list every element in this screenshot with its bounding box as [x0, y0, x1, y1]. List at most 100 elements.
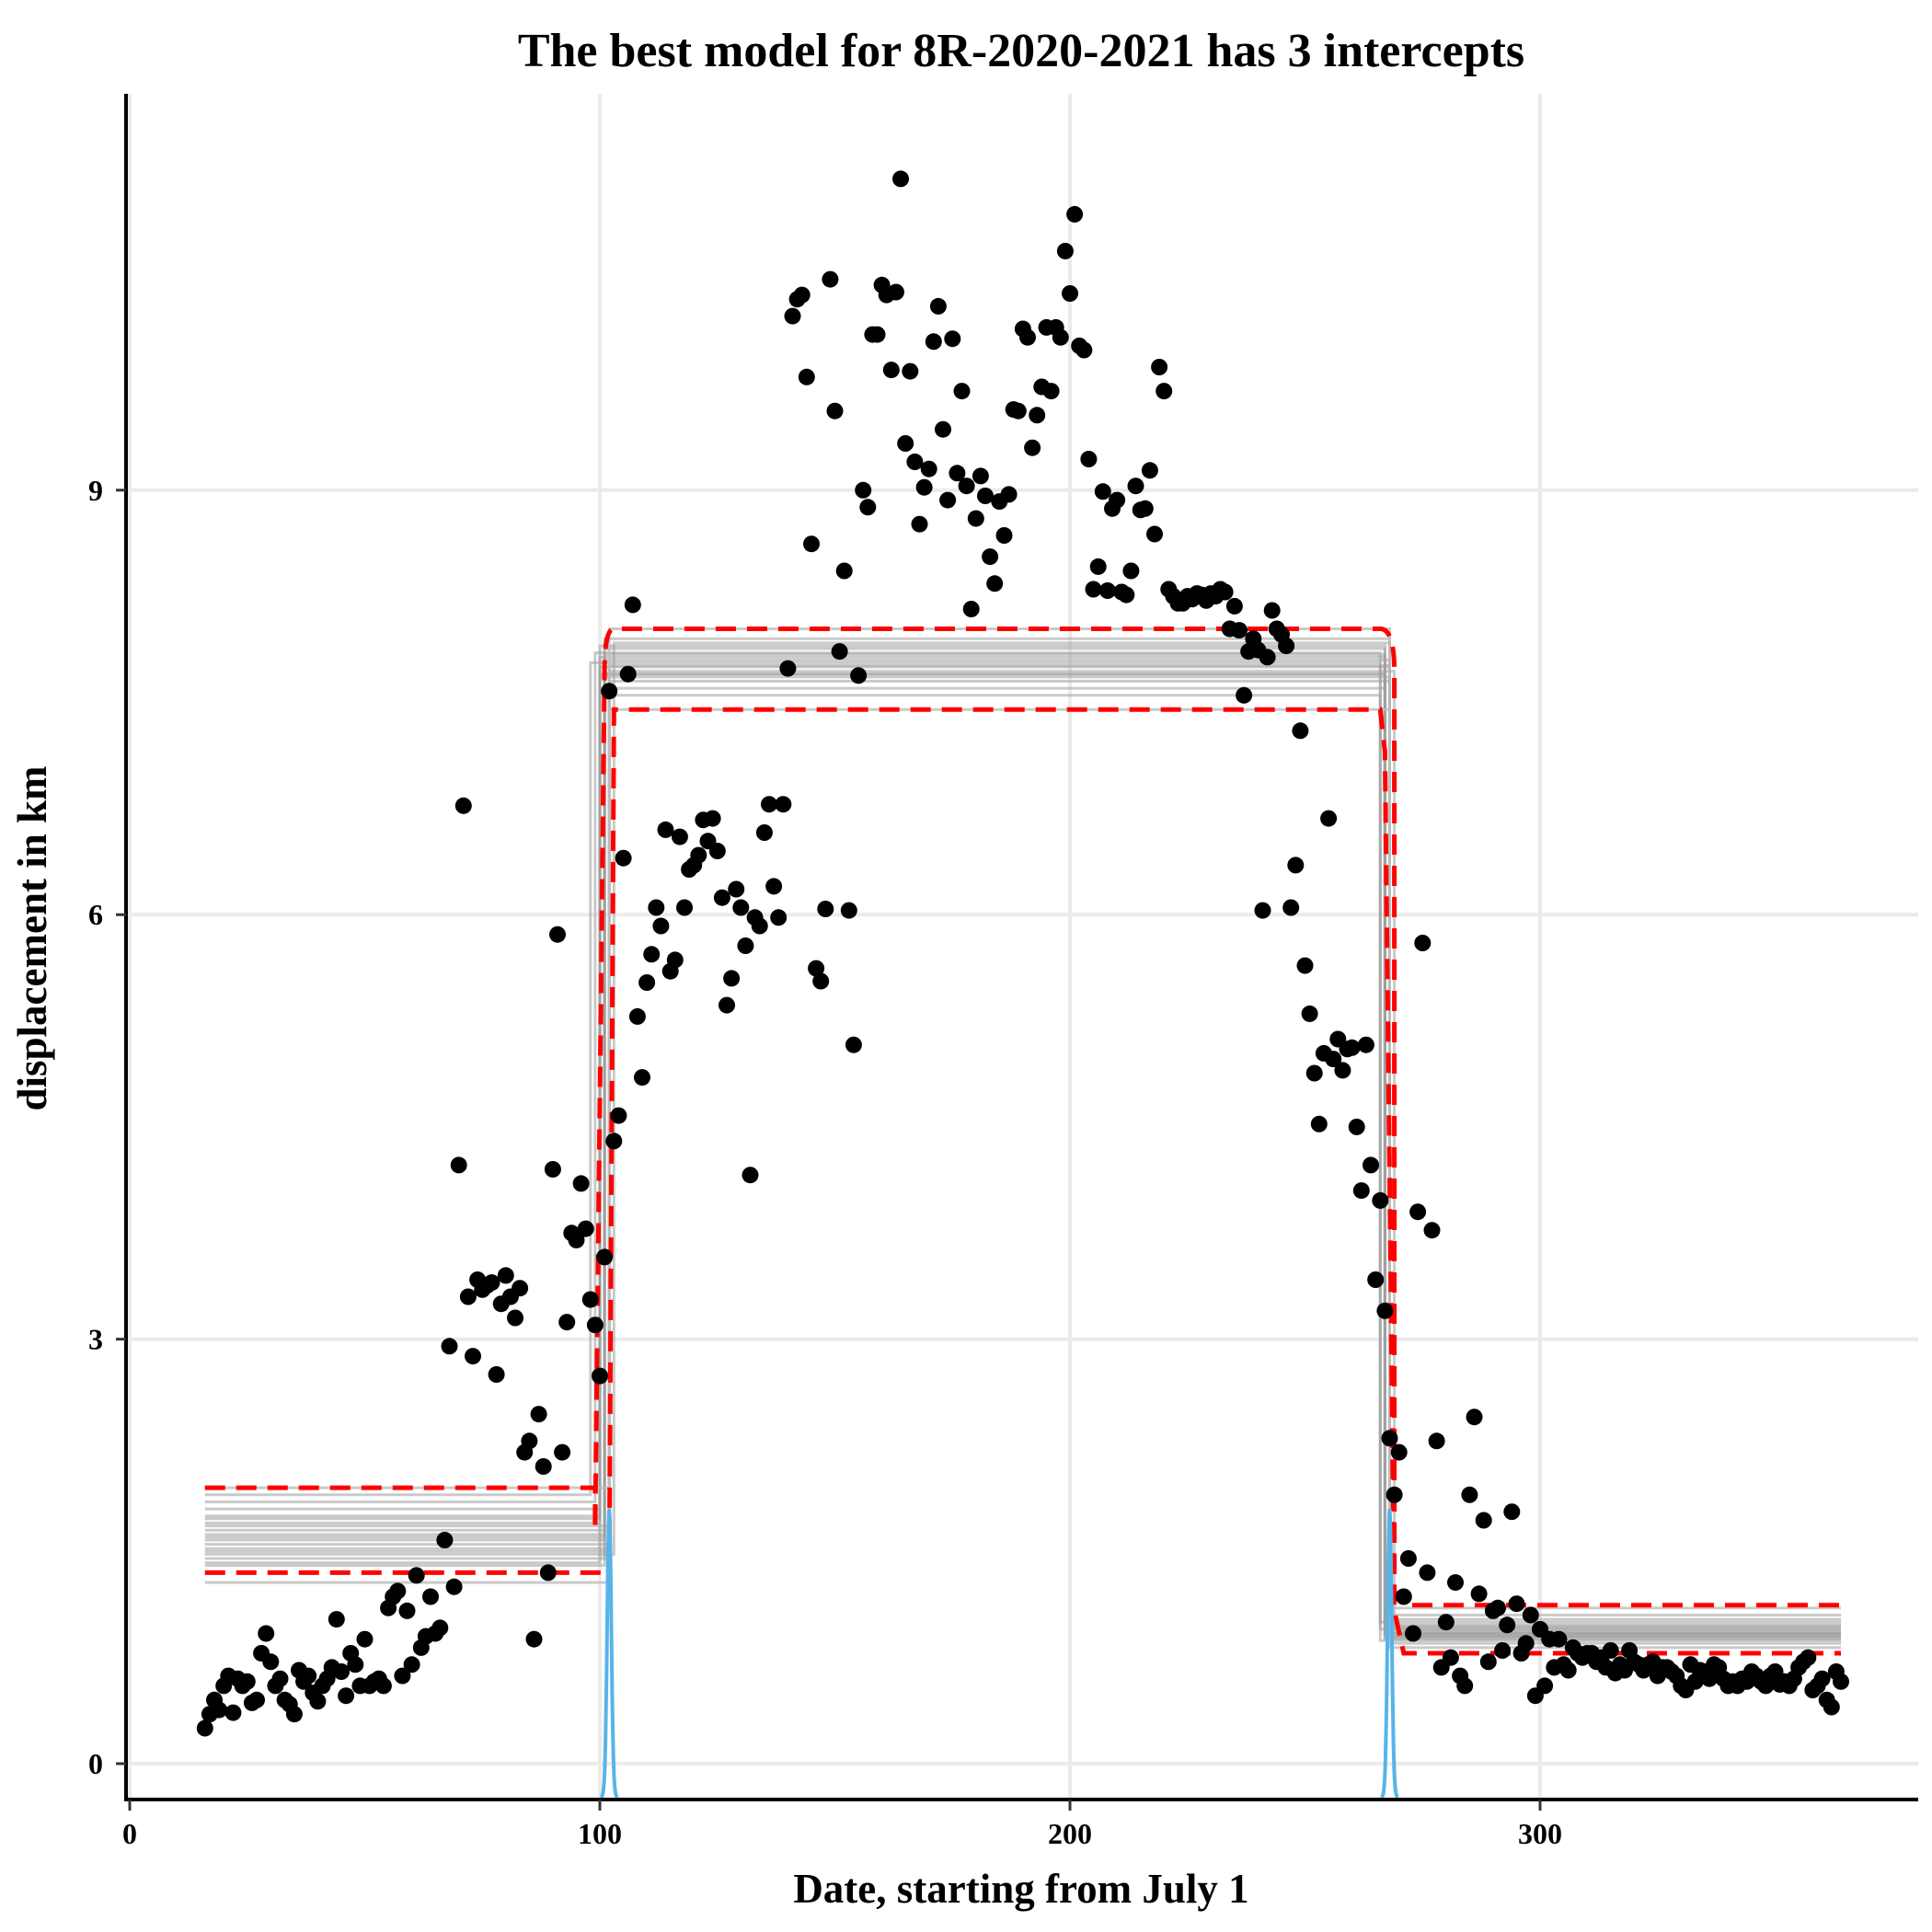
data-point: [977, 488, 994, 504]
fit-line: [204, 707, 1842, 1650]
data-point: [450, 1156, 467, 1174]
data-point: [581, 1291, 599, 1308]
data-point: [483, 1274, 500, 1292]
y-tick-label: 9: [88, 474, 103, 507]
data-point: [1029, 407, 1046, 424]
data-point: [925, 333, 942, 351]
data-point: [1550, 1630, 1568, 1648]
data-point: [1602, 1642, 1619, 1659]
data-point: [1098, 582, 1116, 599]
data-point: [1428, 1432, 1445, 1450]
data-point: [1399, 1550, 1417, 1567]
data-point: [850, 667, 868, 684]
data-point: [398, 1602, 416, 1619]
data-point: [347, 1656, 364, 1673]
data-point: [328, 1611, 345, 1628]
fit-line: [204, 644, 1842, 1635]
data-point: [808, 960, 825, 977]
y-tick-label: 6: [88, 898, 103, 931]
data-point: [525, 1630, 543, 1648]
data-point: [610, 1107, 627, 1124]
data-point: [1559, 1662, 1577, 1679]
data-point: [1075, 341, 1093, 359]
data-point: [1278, 638, 1295, 654]
data-point: [586, 1317, 604, 1334]
data-point: [1287, 857, 1305, 874]
data-point: [868, 326, 886, 343]
data-point: [1489, 1599, 1506, 1616]
data-point: [1386, 1486, 1403, 1503]
data-point: [713, 889, 730, 906]
data-point: [817, 901, 834, 917]
data-point: [770, 909, 788, 926]
data-point: [798, 368, 815, 385]
data-point: [488, 1366, 505, 1383]
data-point: [840, 902, 857, 919]
data-point: [671, 828, 688, 845]
tick-labels: 0 3 6 9 0 100 200 300: [88, 474, 1562, 1850]
data-point: [271, 1670, 289, 1687]
data-point: [982, 548, 999, 566]
data-point: [1080, 451, 1098, 467]
data-point: [742, 1167, 759, 1184]
data-point: [258, 1625, 275, 1642]
data-point: [962, 601, 980, 617]
data-point: [1136, 500, 1154, 517]
data-point: [1447, 1574, 1464, 1592]
data-point: [1395, 1588, 1412, 1605]
data-point: [1461, 1486, 1478, 1503]
data-point: [285, 1706, 303, 1723]
data-point: [835, 562, 853, 580]
x-axis-title: Date, starting from July 1: [793, 1866, 1248, 1912]
data-point: [1254, 902, 1271, 919]
data-point: [1508, 1595, 1525, 1613]
data-point: [333, 1663, 350, 1680]
data-point: [454, 797, 472, 814]
data-point: [535, 1458, 552, 1475]
data-point: [1442, 1649, 1459, 1666]
data-point: [897, 435, 914, 452]
data-point: [1259, 649, 1276, 666]
data-point: [394, 1667, 411, 1685]
data-point: [779, 660, 797, 677]
x-tick-label: 100: [578, 1817, 622, 1850]
data-point: [1423, 1222, 1441, 1239]
data-point: [605, 1133, 623, 1150]
data-point: [935, 420, 951, 438]
y-tick-label: 0: [88, 1747, 103, 1780]
data-point: [793, 286, 811, 304]
data-point: [1381, 1430, 1398, 1447]
data-point: [1263, 602, 1281, 619]
data-point: [539, 1564, 557, 1581]
data-point: [803, 535, 820, 553]
data-point: [986, 575, 1004, 592]
y-axis-title: displacement in km: [9, 765, 55, 1110]
fit-line: [204, 647, 1842, 1617]
data-point: [944, 330, 961, 348]
data-point: [521, 1432, 538, 1450]
data-point: [544, 1161, 561, 1178]
data-point: [507, 1309, 523, 1327]
data-point: [1363, 1156, 1379, 1174]
data-point: [1470, 1585, 1488, 1603]
data-point: [300, 1667, 317, 1685]
data-point: [374, 1677, 392, 1695]
data-point: [465, 1348, 481, 1365]
data-point: [1352, 1182, 1370, 1200]
data-point: [690, 846, 707, 864]
data-point: [949, 465, 966, 482]
fit-line: [204, 655, 1842, 1627]
credible-band-lower: [204, 707, 1842, 1656]
data-point: [652, 917, 670, 935]
data-point: [1823, 1698, 1840, 1716]
data-point: [1118, 586, 1135, 604]
fit-line: [204, 679, 1842, 1639]
data-point: [408, 1567, 425, 1584]
data-point: [1517, 1635, 1535, 1652]
data-point: [1372, 1191, 1389, 1209]
data-points: [196, 170, 1849, 1737]
data-point: [592, 1367, 608, 1385]
data-point: [1456, 1677, 1474, 1695]
data-point: [972, 467, 989, 485]
data-point: [554, 1443, 571, 1461]
